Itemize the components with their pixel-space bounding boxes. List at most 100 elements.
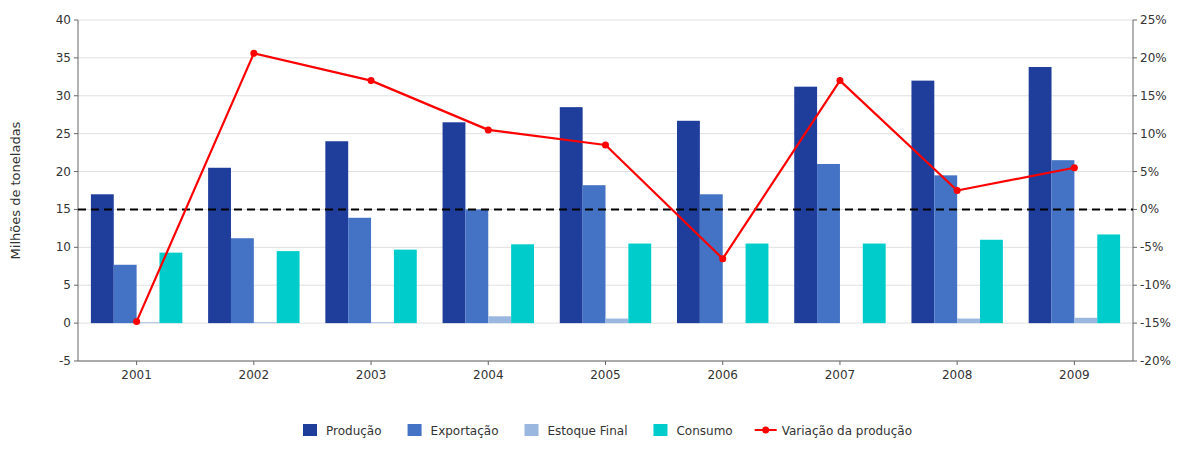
grid-line	[78, 209, 1133, 210]
y2-tick	[1133, 285, 1137, 286]
legend-swatch	[762, 427, 769, 434]
legend: Produção Exportação Estoque Final Consumo Va…	[303, 424, 912, 438]
bar	[348, 218, 371, 323]
y-tick	[74, 247, 78, 248]
axes: -50510152025303540-20%-15%-10%-5%0%5%10%…	[56, 13, 1171, 382]
bar	[1097, 234, 1120, 323]
reference-line	[78, 208, 1133, 210]
x-tick	[1074, 361, 1075, 365]
legend-swatch	[303, 424, 317, 436]
y2-tick-label: -10%	[1140, 278, 1171, 292]
bar	[911, 81, 934, 323]
bar	[465, 209, 488, 323]
bar	[628, 244, 651, 324]
line-marker	[1071, 164, 1078, 171]
legend-label: Variação da produção	[782, 424, 912, 438]
legend-item: Estoque Final	[525, 424, 628, 438]
y-tick-label: 15	[56, 202, 71, 216]
y2-tick	[1133, 57, 1137, 58]
x-tick-label: 2009	[1059, 368, 1090, 382]
legend-swatch	[408, 424, 422, 436]
y-axis-line	[78, 20, 79, 361]
legend-label: Estoque Final	[548, 424, 628, 438]
x-tick	[136, 361, 137, 365]
grid-line	[78, 133, 1133, 134]
bar	[746, 244, 769, 324]
bar	[980, 240, 1003, 323]
bar	[677, 121, 700, 323]
legend-item: Produção	[303, 424, 382, 438]
y2-tick	[1133, 361, 1137, 362]
bar	[1029, 67, 1052, 323]
y-tick	[74, 95, 78, 96]
line	[137, 53, 1075, 321]
line-marker	[719, 255, 726, 262]
bar-series	[91, 67, 1052, 323]
y2-tick-label: 5%	[1140, 165, 1159, 179]
y-axis-label: Milhões de toneladas	[8, 121, 23, 259]
y2-tick	[1133, 133, 1137, 134]
x-tick	[371, 361, 372, 365]
y-tick	[74, 285, 78, 286]
line-marker	[954, 187, 961, 194]
y2-tick	[1133, 209, 1137, 210]
x-tick	[253, 361, 254, 365]
x-tick	[839, 361, 840, 365]
legend-label: Exportação	[431, 424, 499, 438]
y-tick-label: 20	[56, 165, 71, 179]
y-tick	[74, 20, 78, 21]
chart: -50510152025303540-20%-15%-10%-5%0%5%10%…	[0, 0, 1195, 453]
y2-axis-line	[1133, 20, 1134, 361]
y2-tick-label: -20%	[1140, 354, 1171, 368]
legend-swatch	[653, 424, 667, 436]
y2-tick-label: -5%	[1140, 240, 1163, 254]
x-tick-label: 2007	[825, 368, 856, 382]
x-tick-label: 2006	[707, 368, 738, 382]
y-tick-label: 5	[63, 278, 71, 292]
x-tick-label: 2001	[121, 368, 152, 382]
line-marker	[368, 77, 375, 84]
x-tick	[605, 361, 606, 365]
y2-tick	[1133, 20, 1137, 21]
y-tick	[74, 57, 78, 58]
y-tick	[74, 361, 78, 362]
y2-tick-label: 0%	[1140, 202, 1159, 216]
line-marker	[133, 318, 140, 325]
legend-swatch	[525, 424, 539, 436]
y-tick	[74, 323, 78, 324]
y-tick-label: 35	[56, 51, 71, 65]
bar	[231, 238, 254, 323]
y2-tick-label: 10%	[1140, 127, 1167, 141]
bar	[91, 194, 114, 323]
bar	[254, 322, 277, 324]
y-tick	[74, 209, 78, 210]
grid	[78, 20, 1133, 361]
x-tick-label: 2008	[942, 368, 973, 382]
y-tick-label: 30	[56, 89, 71, 103]
line-series	[133, 50, 1078, 325]
line-marker	[485, 126, 492, 133]
y2-tick	[1133, 323, 1137, 324]
bar	[934, 175, 957, 323]
bar	[863, 244, 886, 324]
y2-tick-label: 25%	[1140, 13, 1167, 27]
legend-item: Exportação	[408, 424, 499, 438]
y-tick-label: 40	[56, 13, 71, 27]
line-marker	[602, 142, 609, 149]
y2-tick	[1133, 171, 1137, 172]
x-tick-label: 2003	[356, 368, 387, 382]
y2-tick-label: 20%	[1140, 51, 1167, 65]
y-tick-label: -5	[59, 354, 71, 368]
grid-line	[78, 171, 1133, 172]
bar	[1052, 160, 1075, 323]
grid-line	[78, 20, 1133, 21]
bar	[1074, 318, 1097, 323]
legend-item: Variação da produção	[755, 424, 912, 438]
y2-tick	[1133, 95, 1137, 96]
x-tick	[722, 361, 723, 365]
line-marker	[836, 77, 843, 84]
legend-item: Consumo	[653, 424, 732, 438]
bar	[723, 323, 746, 324]
x-tick-label: 2005	[590, 368, 621, 382]
y2-tick	[1133, 247, 1137, 248]
